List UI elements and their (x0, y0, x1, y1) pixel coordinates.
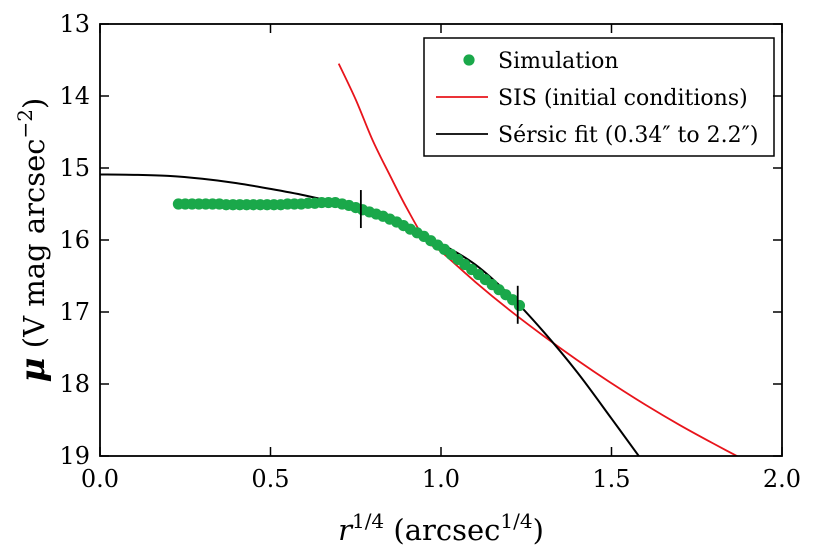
y-tick-label: 19 (59, 442, 90, 470)
x-tick-label: 0.0 (81, 465, 119, 493)
y-tick-label: 17 (59, 298, 90, 326)
x-tick-label: 1.5 (592, 465, 630, 493)
x-tick-label: 2.0 (763, 465, 801, 493)
sis-curve (337, 63, 739, 456)
legend: Simulation SIS (initial conditions) Sérsic… (423, 37, 775, 157)
series-layer (100, 63, 739, 456)
x-tick-label: 0.5 (251, 465, 289, 493)
x-tick-label: 1.0 (422, 465, 460, 493)
simulation-point (513, 299, 526, 312)
y-tick-label: 18 (59, 370, 90, 398)
y-tick-label: 16 (59, 226, 90, 254)
legend-entry-sersic: Sérsic fit (0.34″ to 2.2″) (498, 123, 758, 148)
legend-entry-sis: SIS (initial conditions) (498, 86, 748, 111)
y-axis-label: μ (V mag arcsec−2) (13, 98, 53, 383)
legend-marker-simulation (463, 54, 475, 66)
y-tick-label: 14 (59, 82, 90, 110)
y-tick-label: 15 (59, 154, 90, 182)
y-tick-label: 13 (59, 10, 90, 38)
axis-ticks: 0.0 0.5 1.0 1.5 2.0 13 14 15 16 17 18 19 (59, 10, 801, 493)
legend-entry-simulation: Simulation (498, 49, 619, 74)
x-axis-label: r1/4 (arcsec1/4) (338, 509, 544, 547)
